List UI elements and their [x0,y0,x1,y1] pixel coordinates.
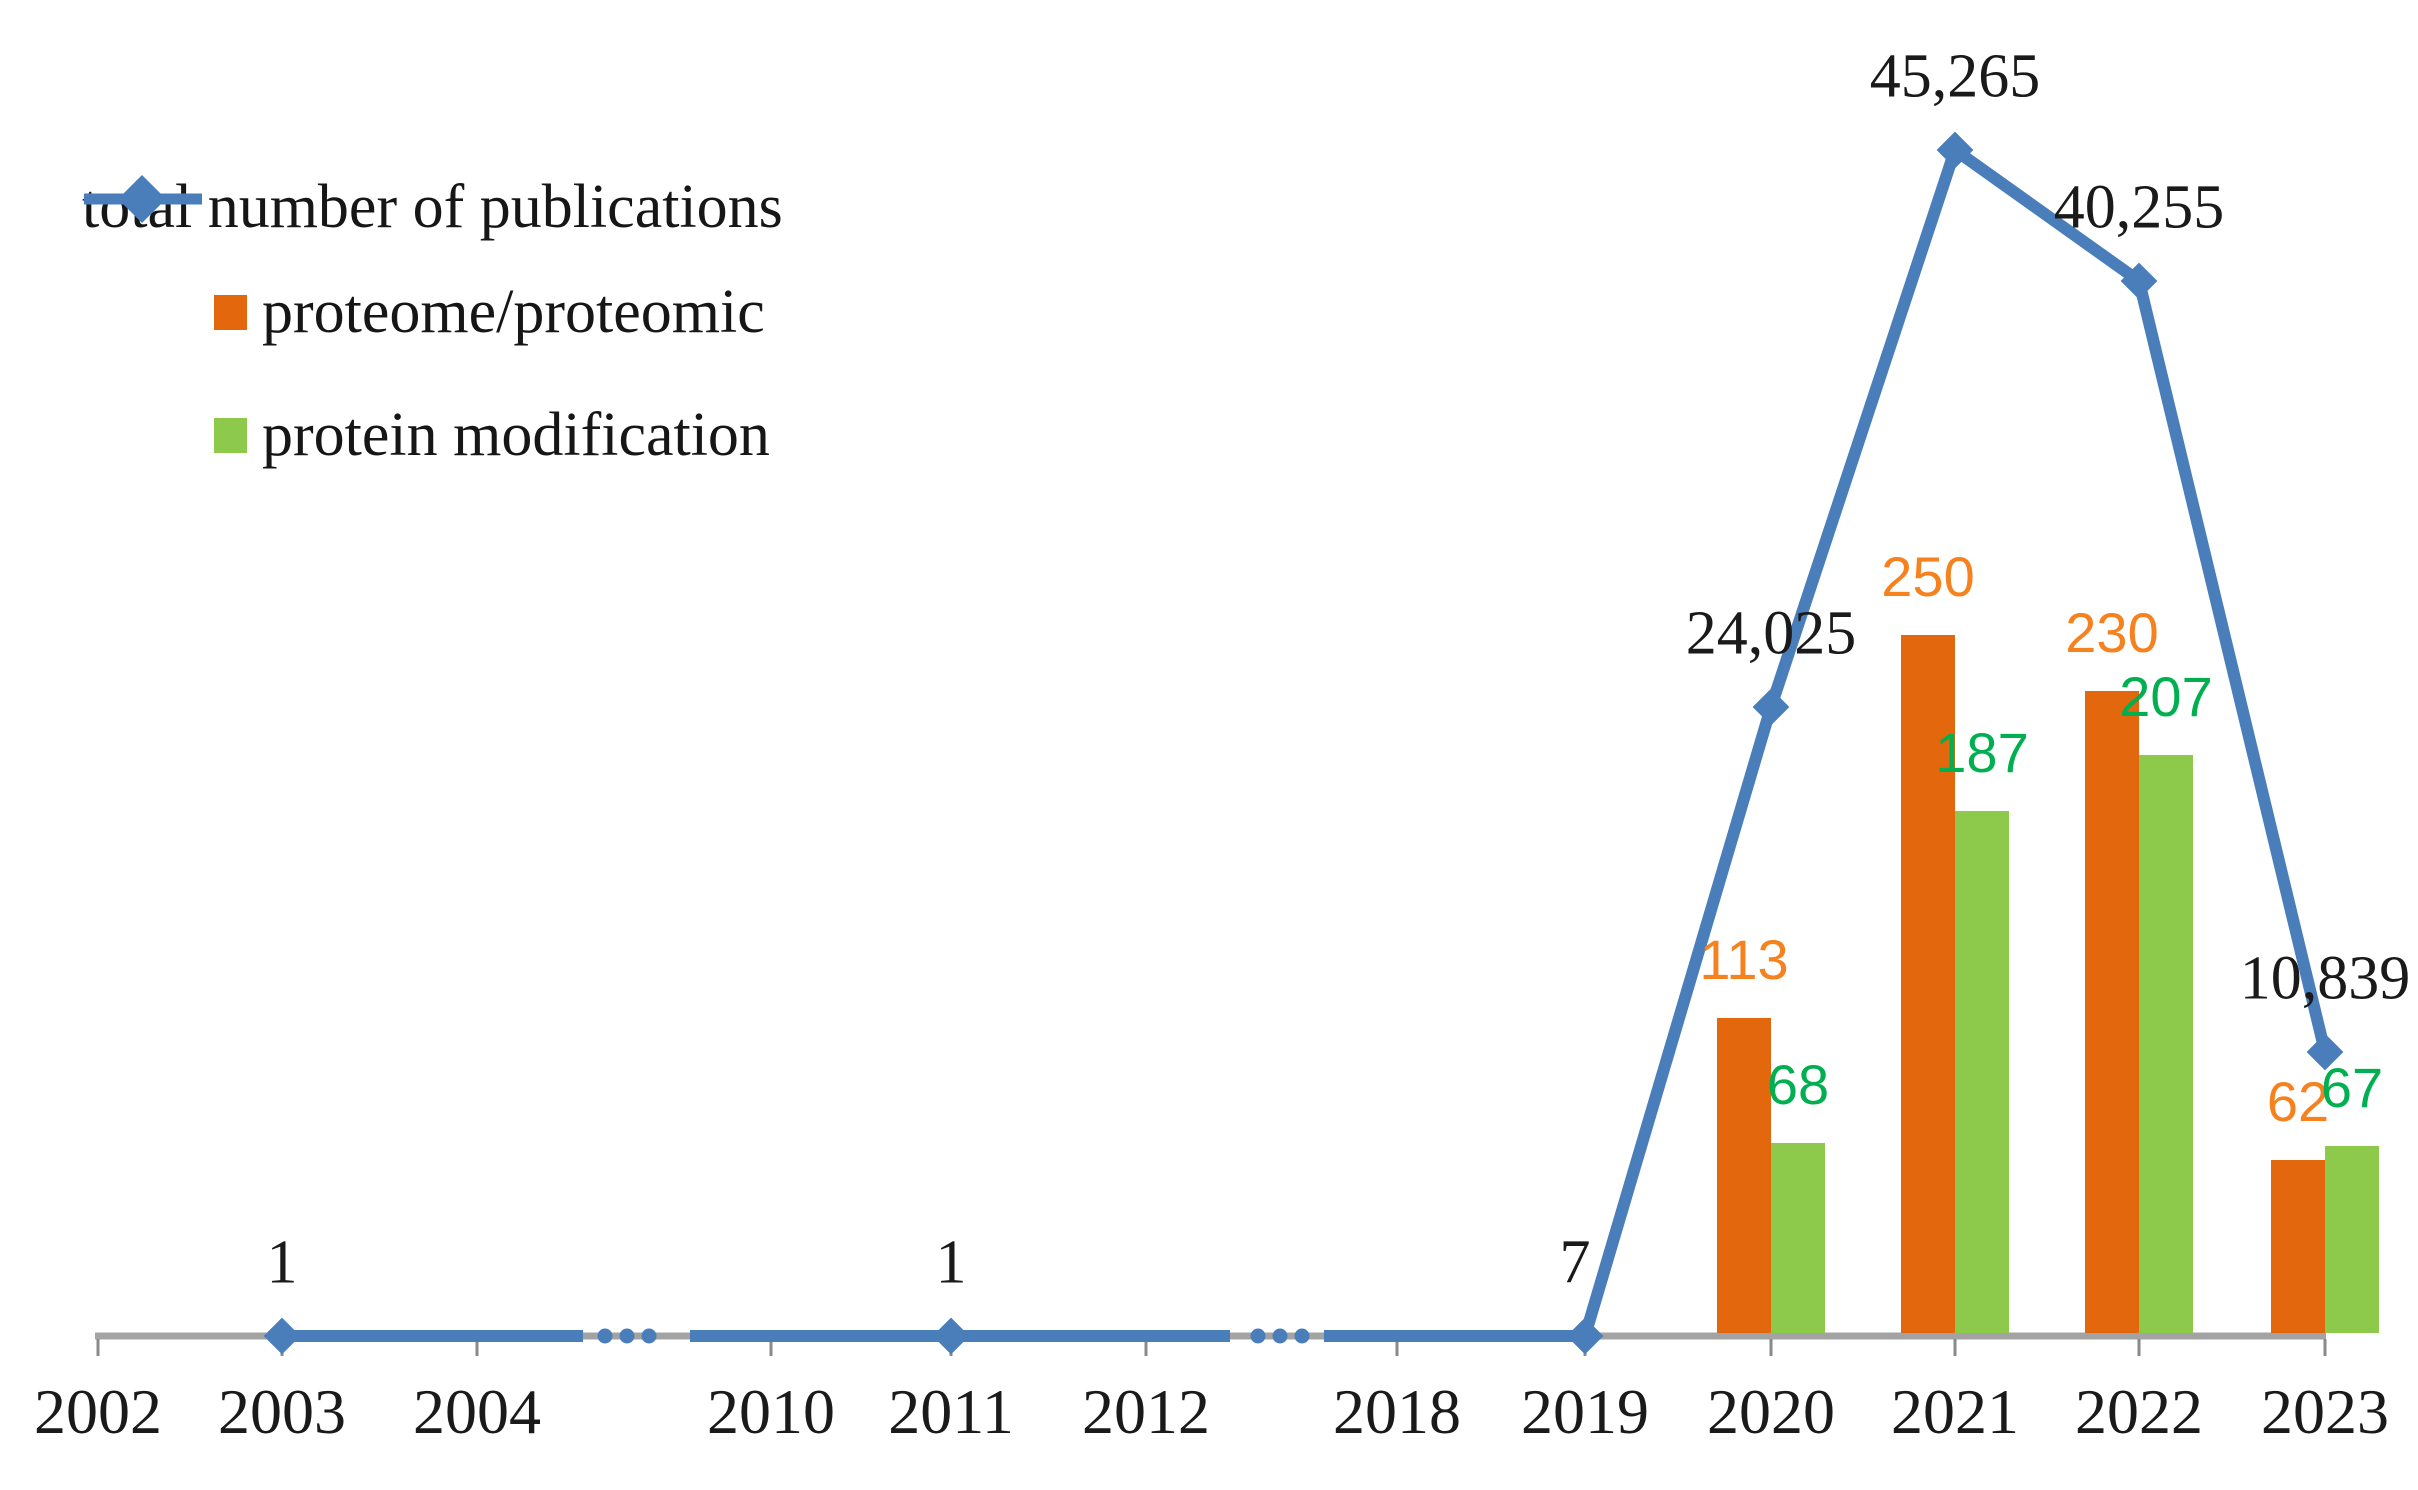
bar-green-2022 [2139,755,2193,1333]
data-point-diamond-2019 [1566,1317,1604,1355]
data-point-diamond-2003 [263,1317,301,1355]
bar-value-label-green-2021: 187 [1935,721,2029,784]
bar-green-2023 [2325,1146,2379,1333]
bar-value-label-orange-2023: 62 [2266,1070,2330,1133]
publications-line [1324,140,2331,1342]
line-value-label-2020: 24,025 [1685,599,1857,668]
data-point-diamond-2011 [932,1317,970,1355]
bar-orange-2022 [2085,691,2139,1333]
line-value-label-2019: 7 [1559,1228,1591,1297]
line-value-label-2022: 40,255 [2053,173,2225,242]
axis-break-dot-0-2 [641,1328,657,1344]
legend-item-protein-modification: protein modification [214,399,770,471]
bar-green-2020 [1771,1143,1825,1333]
bar-value-label-green-2020: 68 [1766,1053,1830,1116]
bar-orange-2020 [1717,1018,1771,1333]
bar-orange-2023 [2271,1160,2325,1333]
axis-break-dot-1-2 [1294,1328,1310,1344]
data-point-diamond-2020 [1752,688,1790,726]
year-label-2019: 2019 [1521,1376,1649,1447]
bar-orange-2021 [1901,635,1955,1333]
line-value-label-2021: 45,265 [1869,42,2041,111]
line-value-label-2003: 1 [266,1228,298,1297]
legend-item-total-publications: total number of publications [82,171,783,243]
green-square-swatch-icon [214,417,247,453]
year-label-2023: 2023 [2261,1376,2389,1447]
line-diamond-marker-icon [84,174,202,224]
legend-label-protein-modification: protein modification [262,401,770,469]
year-label-2002: 2002 [34,1376,162,1447]
data-point-diamond-2021 [1936,131,1974,169]
legend-label-proteome: proteome/proteomic [262,278,765,346]
legend-item-proteome: proteome/proteomic [214,276,765,348]
bar-value-label-green-2022: 207 [2119,665,2213,728]
orange-square-swatch-icon [214,294,247,330]
year-label-2010: 2010 [707,1376,835,1447]
year-label-2012: 2012 [1082,1376,1210,1447]
legend-label-total-publications: total number of publications [82,173,783,241]
bar-value-label-orange-2021: 250 [1881,545,1975,608]
year-label-2020: 2020 [1707,1376,1835,1447]
year-label-2011: 2011 [888,1376,1014,1447]
year-label-2018: 2018 [1333,1376,1461,1447]
axis-break-dot-1-0 [1250,1328,1266,1344]
year-label-2003: 2003 [218,1376,346,1447]
year-label-2022: 2022 [2075,1376,2203,1447]
bar-value-label-orange-2020: 113 [1699,928,1789,991]
line-value-label-2011: 1 [935,1228,967,1297]
data-point-diamond-2022 [2120,262,2158,300]
year-label-2004: 2004 [413,1376,541,1447]
data-point-diamond-2023 [2306,1033,2344,1071]
axis-break-dot-0-1 [619,1328,635,1344]
bar-value-label-orange-2022: 230 [2065,601,2159,664]
line-value-label-2023: 10,839 [2239,944,2411,1013]
axis-break-dot-1-1 [1272,1328,1288,1344]
axis-break-dot-0-0 [597,1328,613,1344]
bar-value-label-green-2023: 67 [2320,1056,2384,1119]
bar-green-2021 [1955,811,2009,1333]
year-label-2021: 2021 [1891,1376,2019,1447]
